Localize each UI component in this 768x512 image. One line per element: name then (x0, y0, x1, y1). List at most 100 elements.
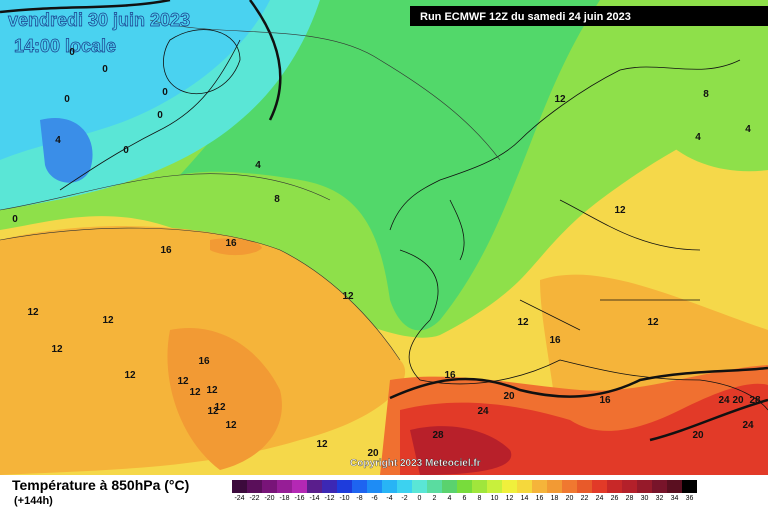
scale-step: 26 (607, 480, 622, 505)
contour-label: 0 (123, 145, 129, 156)
scale-label: -12 (324, 495, 335, 502)
scale-swatch (457, 480, 472, 493)
contour-label: 4 (695, 132, 701, 143)
scale-label: 18 (550, 495, 559, 502)
scale-swatch (667, 480, 682, 493)
scale-step: -2 (397, 480, 412, 505)
scale-swatch (292, 480, 307, 493)
scale-step: -6 (367, 480, 382, 505)
scale-swatch (427, 480, 442, 493)
scale-swatch (367, 480, 382, 493)
scale-label: 22 (580, 495, 589, 502)
contour-label: 12 (554, 94, 566, 105)
scale-swatch (577, 480, 592, 493)
contour-label: 0 (12, 214, 18, 225)
scale-label: -6 (371, 495, 378, 502)
scale-label: 34 (670, 495, 679, 502)
contour-label: 24 (718, 395, 730, 406)
scale-swatch (562, 480, 577, 493)
scale-swatch (307, 480, 322, 493)
scale-step: 14 (517, 480, 532, 505)
scale-step: -14 (307, 480, 322, 505)
contour-label: 8 (703, 89, 709, 100)
scale-label: 4 (447, 495, 452, 502)
contour-label: 4 (255, 160, 261, 171)
scale-label: 10 (490, 495, 499, 502)
scale-label: -14 (309, 495, 320, 502)
contour-label: 12 (102, 315, 114, 326)
scale-step: 8 (472, 480, 487, 505)
contour-label: 12 (214, 402, 226, 413)
scale-label: 32 (655, 495, 664, 502)
zone-dark-red (410, 426, 512, 475)
scale-label: 26 (610, 495, 619, 502)
contour-label: 12 (124, 370, 136, 381)
scale-step: 28 (622, 480, 637, 505)
scale-step: 36 (682, 480, 697, 505)
scale-label: 36 (685, 495, 694, 502)
scale-swatch (247, 480, 262, 493)
contour-label: 12 (225, 420, 237, 431)
scale-step: 4 (442, 480, 457, 505)
contour-label: 16 (549, 335, 561, 346)
scale-label: -20 (264, 495, 275, 502)
contour-label: 0 (157, 110, 163, 121)
copyright: Copyright 2023 Meteociel.fr (350, 458, 481, 469)
thin-isotherms (0, 19, 501, 361)
scale-label: 0 (417, 495, 422, 502)
scale-swatch (622, 480, 637, 493)
contour-label: 16 (444, 370, 456, 381)
contour-label: 4 (745, 124, 751, 135)
scale-swatch (412, 480, 427, 493)
contour-label: 16 (599, 395, 611, 406)
legend-title: Température à 850hPa (°C) (12, 477, 190, 493)
zone-green-east (660, 93, 768, 172)
scale-swatch (502, 480, 517, 493)
zone-orange-dark (167, 328, 282, 470)
scale-swatch (682, 480, 697, 493)
scale-label: -8 (356, 495, 363, 502)
scale-swatch (337, 480, 352, 493)
contour-label: 20 (732, 395, 744, 406)
scale-step: -18 (277, 480, 292, 505)
scale-label: 12 (505, 495, 514, 502)
scale-step: 12 (502, 480, 517, 505)
scale-label: 20 (565, 495, 574, 502)
scale-swatch (232, 480, 247, 493)
scale-swatch (442, 480, 457, 493)
forecast-time: 14:00 locale (14, 36, 116, 56)
scale-label: 8 (477, 495, 482, 502)
thick-isotherms (0, 0, 768, 442)
zone-blue (40, 118, 93, 183)
contour-label: 12 (51, 344, 63, 355)
scale-label: -4 (386, 495, 393, 502)
contour-label: 12 (206, 385, 218, 396)
contour-label: 4 (55, 135, 61, 146)
scale-step: 32 (652, 480, 667, 505)
run-info: Run ECMWF 12Z du samedi 24 juin 2023 (420, 11, 631, 23)
scale-step: -8 (352, 480, 367, 505)
scale-label: 2 (432, 495, 437, 502)
contour-label: 0 (162, 87, 168, 98)
scale-step: 34 (667, 480, 682, 505)
contour-label: 0 (64, 94, 70, 105)
scale-label: -10 (339, 495, 350, 502)
coastlines (59, 29, 768, 411)
contour-label: 0 (102, 64, 108, 75)
forecast-date: vendredi 30 juin 2023 (8, 10, 190, 30)
contour-label: 8 (274, 194, 280, 205)
scale-step: 2 (427, 480, 442, 505)
scale-swatch (487, 480, 502, 493)
scale-step: -20 (262, 480, 277, 505)
scale-step: -22 (247, 480, 262, 505)
scale-label: 24 (595, 495, 604, 502)
contour-label: 12 (207, 406, 219, 417)
scale-swatch (547, 480, 562, 493)
contour-label: 12 (189, 387, 201, 398)
scale-step: -12 (322, 480, 337, 505)
scale-label: 28 (625, 495, 634, 502)
scale-step: 30 (637, 480, 652, 505)
contour-label: 12 (647, 317, 659, 328)
